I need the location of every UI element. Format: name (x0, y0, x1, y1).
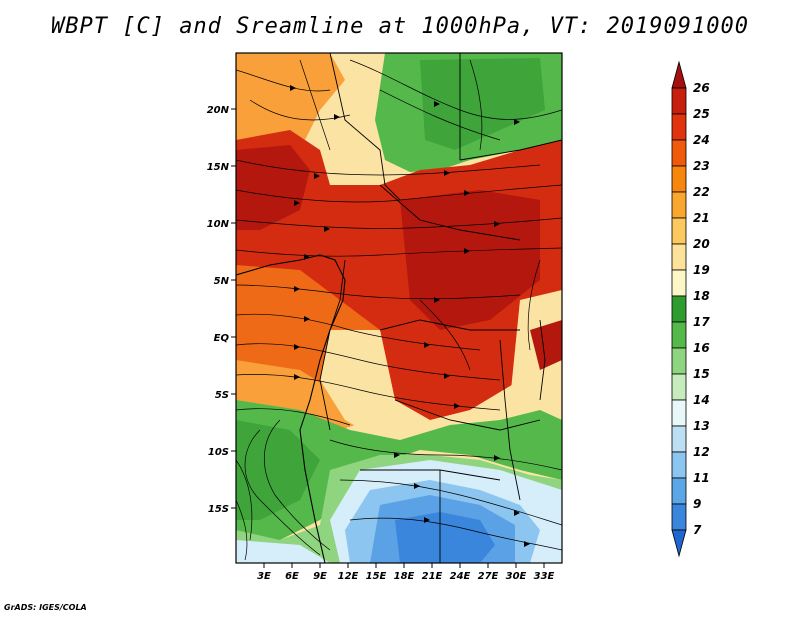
colorbar-label: 23 (693, 159, 710, 173)
colorbar-label: 9 (693, 497, 701, 511)
colorbar-swatch (671, 451, 687, 479)
colorbar-label: 22 (693, 185, 710, 199)
colorbar-label: 7 (693, 523, 702, 537)
lon-tick-label: 30E (506, 571, 527, 582)
colorbar-swatch (671, 269, 687, 297)
colorbar-swatch (671, 399, 687, 427)
lon-tick-label: 6E (285, 571, 299, 582)
lon-tick-label: 18E (394, 571, 415, 582)
colorbar-label: 14 (693, 393, 710, 407)
lat-tick-label: 10N (207, 219, 230, 230)
lon-tick-label: 3E (257, 571, 271, 582)
colorbar-label: 13 (693, 419, 710, 433)
map-title: WBPT [C] and Sreamline at 1000hPa, VT: 2… (50, 14, 749, 39)
lon-tick-label: 24E (450, 571, 471, 582)
colorbar-swatch (671, 191, 687, 219)
lat-tick-label: 10S (208, 447, 229, 458)
lon-tick-label: 9E (313, 571, 327, 582)
colorbar-swatch (671, 295, 687, 323)
lon-tick-label: 15E (366, 571, 387, 582)
colorbar-label: 19 (693, 263, 710, 277)
wbpt-shading (236, 53, 562, 563)
colorbar-swatch (671, 113, 687, 141)
streamlines (236, 59, 562, 561)
lat-tick-label: 15S (208, 504, 229, 515)
colorbar-swatch (671, 60, 687, 89)
colorbar-swatch (671, 477, 687, 505)
lon-tick-label: 12E (338, 571, 359, 582)
colorbar-swatch (671, 217, 687, 245)
colorbar-label: 24 (693, 133, 710, 147)
colorbar-label: 17 (693, 315, 710, 329)
colorbar-swatch (671, 87, 687, 115)
colorbar-label: 11 (693, 471, 710, 485)
colorbar-label: 20 (693, 237, 710, 251)
lat-tick-label: 15N (207, 162, 230, 173)
colorbar (671, 60, 687, 558)
colorbar-swatch (671, 165, 687, 193)
colorbar-swatch (671, 243, 687, 271)
lon-tick-label: 21E (422, 571, 443, 582)
lat-tick-label: 5S (215, 390, 229, 401)
colorbar-label: 18 (693, 289, 710, 303)
colorbar-label: 25 (693, 107, 710, 121)
colorbar-labels: 26 25 24 23 22 21 20 19 18 17 16 15 14 1… (693, 81, 710, 537)
map-frame (235, 52, 563, 564)
colorbar-swatch (671, 503, 687, 531)
lat-tick-label: EQ (214, 333, 230, 344)
lat-tick-label: 5N (214, 276, 230, 287)
colorbar-swatch (671, 347, 687, 375)
colorbar-label: 26 (693, 81, 710, 95)
colorbar-swatch (671, 139, 687, 167)
colorbar-label: 16 (693, 341, 710, 355)
lat-tick-label: 20N (207, 105, 230, 116)
lon-tick-label: 33E (534, 571, 555, 582)
colorbar-swatch (671, 373, 687, 401)
lon-tick-label: 27E (478, 571, 499, 582)
colorbar-label: 15 (693, 367, 710, 381)
colorbar-swatch (671, 529, 687, 558)
colorbar-swatch (671, 321, 687, 349)
colorbar-label: 21 (693, 211, 710, 225)
latitude-axis: 20N 15N 10N 5N EQ 5S 10S 15S (207, 105, 230, 515)
longitude-axis: 3E 6E 9E 12E 15E 18E 21E 24E 27E 30E 33E (257, 571, 554, 582)
colorbar-swatch (671, 425, 687, 453)
colorbar-label: 12 (693, 445, 710, 459)
grads-credit: GrADS: IGES/COLA (4, 603, 87, 612)
